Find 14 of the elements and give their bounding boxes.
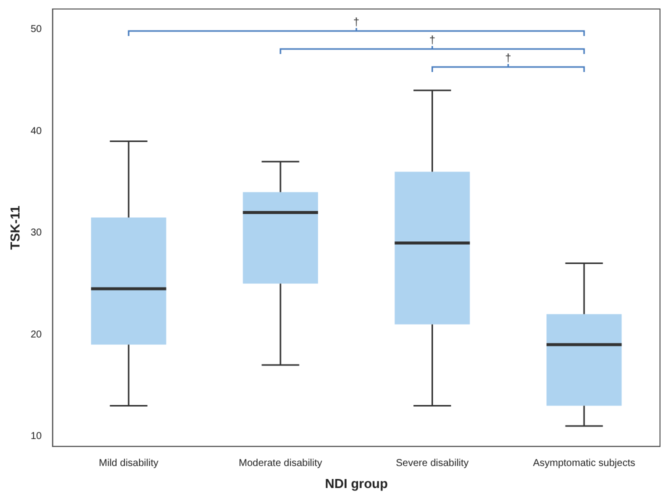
y-axis-title: TSK-11 [7, 206, 22, 250]
annotation: † [505, 52, 512, 65]
x-tick-label: Moderate disability [238, 458, 322, 470]
y-tick-label: 10 [30, 430, 42, 442]
annotation: † [429, 34, 436, 47]
x-tick-label: Asymptomatic subjects [532, 458, 636, 470]
y-tick-label: 30 [30, 228, 42, 239]
x-tick-label: Severe disability [396, 458, 469, 470]
x-tick-label: Mild disability [98, 458, 158, 470]
x-axis-title: NDI group [324, 476, 388, 491]
y-tick-label: 20 [30, 329, 42, 340]
y-tick-label: 40 [30, 126, 42, 137]
annotation: † [353, 16, 360, 29]
y-tick-label: 50 [30, 24, 42, 36]
